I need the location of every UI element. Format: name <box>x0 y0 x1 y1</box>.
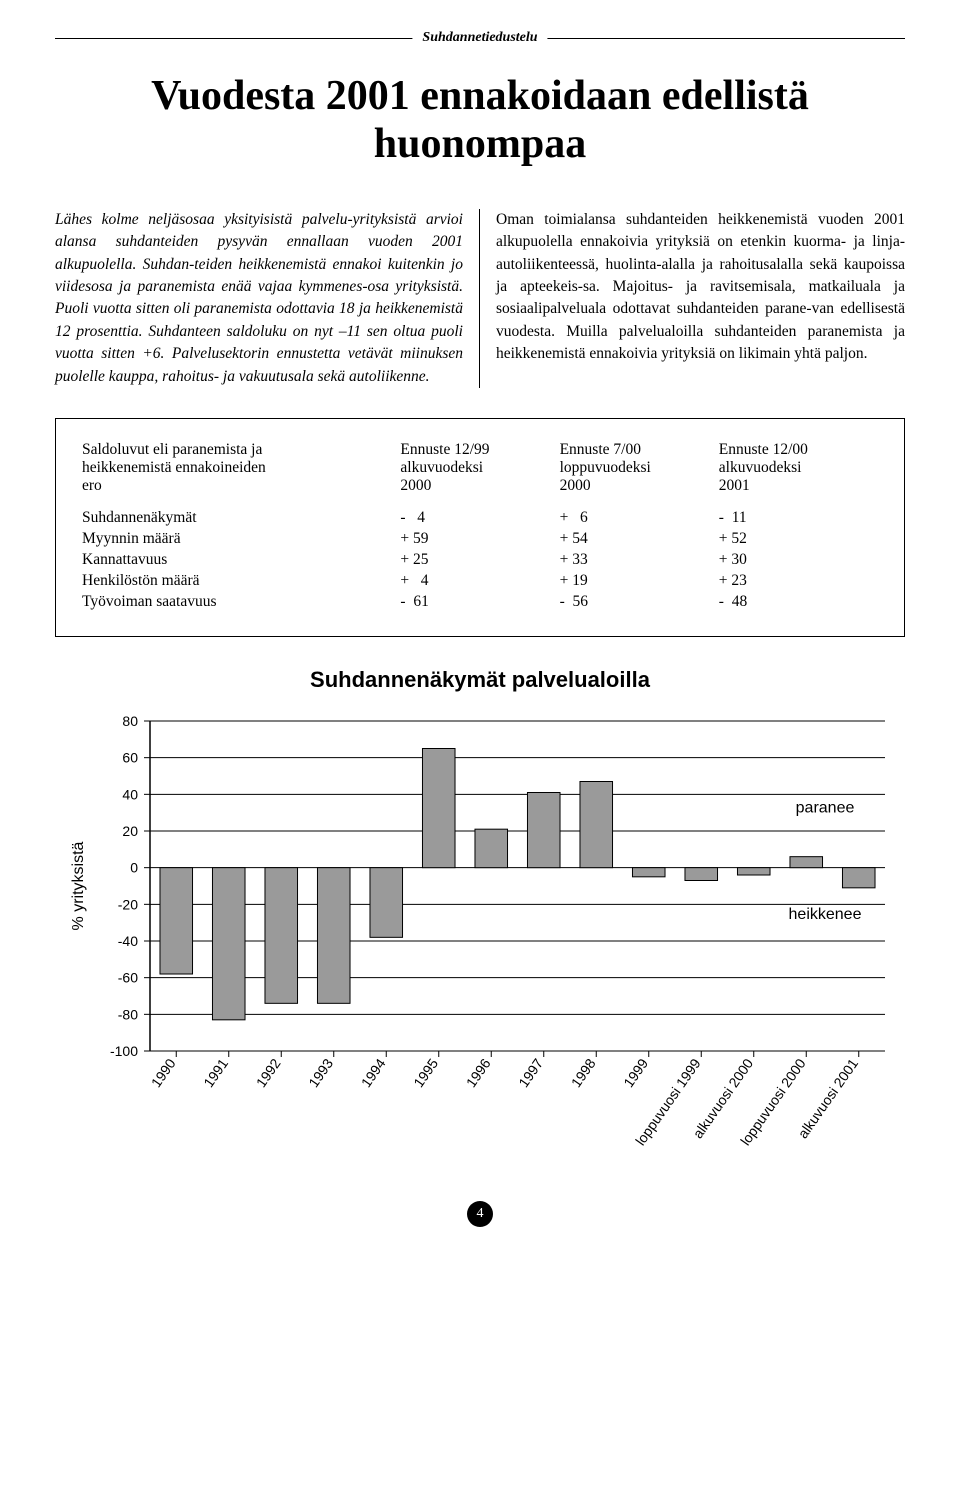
svg-text:0: 0 <box>130 860 138 876</box>
svg-text:20: 20 <box>122 823 138 839</box>
row-val-2: - 56 <box>560 593 719 614</box>
running-header: Suhdannetiedustelu <box>412 30 547 46</box>
svg-text:-20: -20 <box>118 897 138 913</box>
svg-text:1993: 1993 <box>305 1056 336 1091</box>
page-title: Vuodesta 2001 ennakoidaan edellistä huon… <box>55 72 905 169</box>
chart-title: Suhdannenäkymät palvelualoilla <box>55 667 905 693</box>
row-val-1: + 4 <box>400 572 559 593</box>
two-column-intro: Lähes kolme neljäsosaa yksityisistä palv… <box>55 209 905 389</box>
row-label: Myynnin määrä <box>82 530 400 551</box>
bar-chart: 80 60 40 20 0 -20 -40 -60 -80 -100 1990 1991 1992 199… <box>55 711 905 1171</box>
table-header-col3: Ennuste 12/00 alkuvuodeksi 2001 <box>719 441 878 509</box>
table-header-col1: Ennuste 12/99 alkuvuodeksi 2000 <box>400 441 559 509</box>
bar <box>370 868 403 938</box>
svg-text:1992: 1992 <box>253 1056 284 1091</box>
table-header: Saldoluvut eli paranemista ja heikkenemi… <box>82 441 878 509</box>
bar <box>842 868 875 888</box>
svg-text:-60: -60 <box>118 970 138 986</box>
page-number: 4 <box>467 1201 493 1227</box>
svg-text:heikkenee: heikkenee <box>789 906 862 923</box>
bar <box>632 868 665 877</box>
row-val-2: + 54 <box>560 530 719 551</box>
bar <box>475 830 508 868</box>
intro-right: Oman toimialansa suhdanteiden heikkenemi… <box>480 209 905 389</box>
bar <box>422 749 455 868</box>
svg-text:1998: 1998 <box>568 1056 599 1091</box>
forecast-table-box: Saldoluvut eli paranemista ja heikkenemi… <box>55 418 905 637</box>
row-val-1: + 59 <box>400 530 559 551</box>
svg-text:1991: 1991 <box>200 1056 231 1091</box>
svg-text:1999: 1999 <box>620 1056 651 1091</box>
forecast-table: Saldoluvut eli paranemista ja heikkenemi… <box>82 441 878 614</box>
table-row: Kannattavuus+ 25+ 33+ 30 <box>82 551 878 572</box>
svg-text:60: 60 <box>122 750 138 766</box>
intro-left: Lähes kolme neljäsosaa yksityisistä palv… <box>55 209 480 389</box>
bar <box>580 782 613 868</box>
table-header-col2: Ennuste 7/00 loppuvuodeksi 2000 <box>560 441 719 509</box>
svg-text:-40: -40 <box>118 933 138 949</box>
row-val-3: + 30 <box>719 551 878 572</box>
table-row: Myynnin määrä+ 59+ 54+ 52 <box>82 530 878 551</box>
row-label: Suhdannenäkymät <box>82 509 400 530</box>
bar <box>737 868 770 875</box>
row-val-1: - 61 <box>400 593 559 614</box>
row-val-3: - 48 <box>719 593 878 614</box>
table-row: Suhdannenäkymät- 4+ 6- 11 <box>82 509 878 530</box>
row-label: Henkilöstön määrä <box>82 572 400 593</box>
svg-text:% yrityksistä: % yrityksistä <box>70 842 87 931</box>
bar <box>790 857 823 868</box>
row-val-2: + 33 <box>560 551 719 572</box>
svg-text:1996: 1996 <box>463 1056 494 1091</box>
bar <box>527 793 560 868</box>
svg-text:1990: 1990 <box>148 1056 179 1091</box>
bar <box>685 868 718 881</box>
row-val-3: + 52 <box>719 530 878 551</box>
table-header-col0: Saldoluvut eli paranemista ja heikkenemi… <box>82 441 400 509</box>
row-label: Työvoiman saatavuus <box>82 593 400 614</box>
svg-text:-80: -80 <box>118 1007 138 1023</box>
svg-text:1994: 1994 <box>358 1056 389 1091</box>
row-val-2: + 19 <box>560 572 719 593</box>
svg-text:80: 80 <box>122 713 138 729</box>
row-val-2: + 6 <box>560 509 719 530</box>
bar <box>317 868 350 1004</box>
chart-container: Suhdannenäkymät palvelualoilla 80 60 40 20 0… <box>55 667 905 1176</box>
table-row: Henkilöstön määrä+ 4+ 19+ 23 <box>82 572 878 593</box>
svg-text:1997: 1997 <box>515 1056 546 1091</box>
running-header-rule: Suhdannetiedustelu <box>55 30 905 44</box>
row-val-3: - 11 <box>719 509 878 530</box>
svg-text:40: 40 <box>122 787 138 803</box>
svg-text:-100: -100 <box>110 1043 138 1059</box>
svg-text:1995: 1995 <box>410 1056 441 1091</box>
table-row: Työvoiman saatavuus- 61- 56- 48 <box>82 593 878 614</box>
row-val-3: + 23 <box>719 572 878 593</box>
bar <box>265 868 298 1004</box>
bar <box>212 868 245 1020</box>
row-val-1: - 4 <box>400 509 559 530</box>
row-label: Kannattavuus <box>82 551 400 572</box>
svg-text:paranee: paranee <box>796 800 855 817</box>
row-val-1: + 25 <box>400 551 559 572</box>
bar <box>160 868 193 974</box>
